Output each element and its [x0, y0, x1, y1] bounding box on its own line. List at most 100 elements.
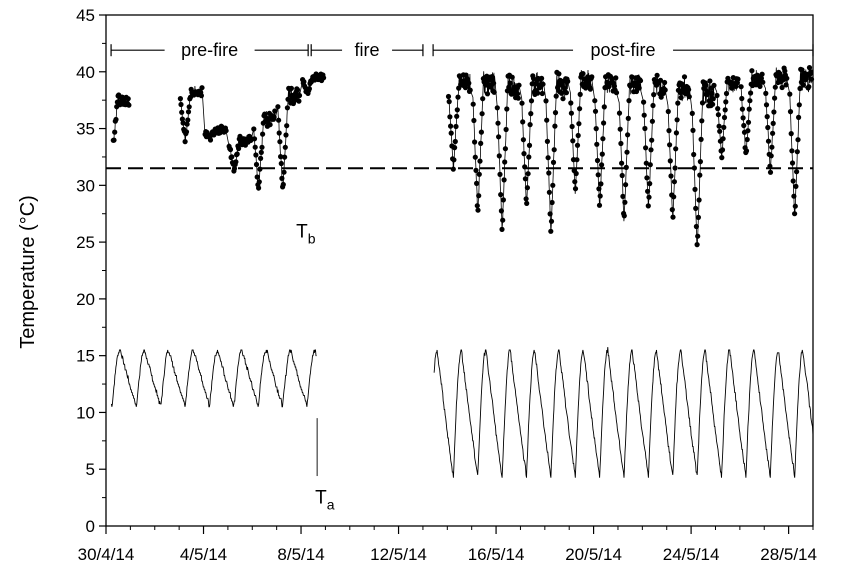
tb-point: [749, 68, 755, 74]
tb-point: [501, 177, 507, 183]
tb-point: [574, 157, 580, 163]
tb-point: [502, 146, 508, 152]
x-tick-label: 28/5/14: [760, 545, 817, 564]
tb-point: [177, 96, 183, 102]
tb-point: [697, 172, 703, 178]
tb-point: [789, 148, 795, 154]
y-tick-label: 10: [76, 403, 95, 422]
tb-point: [186, 104, 192, 110]
tb-point: [207, 137, 214, 143]
tb-point: [723, 90, 730, 97]
period-label: pre-fire: [181, 40, 238, 60]
tb-point: [472, 154, 478, 160]
tb-point: [770, 130, 776, 136]
tb-point: [452, 145, 458, 151]
y-tick-label: 15: [76, 347, 95, 366]
tb-point: [796, 114, 802, 120]
tb-point: [494, 105, 500, 111]
tb-point: [792, 203, 798, 209]
tb-point: [223, 128, 229, 134]
tb-point: [643, 145, 649, 151]
tb-point: [497, 171, 503, 177]
tb-point: [260, 131, 266, 137]
tb-point: [794, 149, 800, 155]
tb-point: [767, 169, 774, 175]
tb-point: [466, 80, 472, 86]
tb-point: [252, 144, 258, 150]
tb-point: [477, 158, 483, 164]
tb-point: [528, 111, 534, 117]
tb-point: [621, 213, 627, 219]
tb-point: [478, 129, 484, 135]
tb-point: [480, 96, 486, 102]
tb-point: [618, 140, 624, 147]
tb-point: [772, 95, 778, 101]
tb-point: [522, 176, 529, 182]
tb-point: [515, 91, 521, 97]
tb-point: [280, 181, 286, 188]
tb-point: [709, 90, 715, 96]
tb-point: [763, 90, 769, 96]
tb-point: [703, 82, 709, 88]
tb-point: [782, 68, 788, 74]
tb-point: [698, 136, 704, 142]
tb-point: [789, 160, 796, 166]
tb-point: [251, 136, 258, 142]
tb-point: [764, 114, 770, 120]
tb-point: [570, 138, 576, 144]
tb-point: [296, 98, 302, 104]
tb-point: [544, 138, 551, 144]
tb-point: [636, 85, 642, 91]
tb-point: [699, 100, 706, 106]
tb-point: [649, 137, 655, 143]
tb-point: [678, 95, 684, 101]
tb-point: [577, 91, 583, 97]
tb-point: [179, 116, 185, 122]
tb-point: [666, 128, 672, 134]
tb-point: [808, 69, 814, 75]
tb-point: [478, 140, 484, 146]
tb-point: [784, 75, 790, 81]
tb-point: [276, 117, 282, 123]
tb-point: [546, 170, 552, 176]
tb-point: [600, 136, 606, 142]
tb-point: [650, 102, 656, 109]
tb-point: [671, 179, 678, 185]
tb-point: [740, 115, 746, 121]
tb-point: [696, 197, 702, 203]
tb-point: [550, 182, 556, 188]
tb-point: [544, 117, 550, 123]
tb-point: [284, 105, 290, 111]
tb-point: [594, 157, 601, 164]
tb-point: [788, 131, 794, 137]
tb-point: [797, 85, 803, 92]
tb-point: [619, 172, 625, 179]
tb-point: [593, 126, 599, 132]
tb-point: [452, 138, 458, 145]
tb-point: [496, 134, 502, 140]
tb-point: [665, 108, 671, 115]
tb-point: [735, 76, 741, 82]
tb-point: [231, 165, 238, 172]
tb-point: [479, 111, 485, 117]
tb-point: [576, 121, 582, 127]
tb-point: [470, 101, 476, 107]
tb-point: [672, 165, 678, 171]
tb-point: [503, 126, 509, 133]
x-tick-label: 8/5/14: [277, 545, 324, 564]
tb-point: [674, 117, 680, 123]
tb-point: [670, 214, 676, 220]
tb-point: [500, 197, 506, 203]
tb-point: [691, 151, 697, 158]
tb-point: [739, 106, 746, 112]
tb-point: [575, 132, 581, 139]
tb-point: [662, 79, 668, 86]
tb-point: [710, 101, 716, 107]
tb-point: [185, 117, 191, 123]
tb-point: [744, 136, 750, 143]
tb-point: [596, 202, 603, 208]
tb-point: [808, 76, 815, 82]
tb-point: [550, 159, 557, 165]
tb-point: [765, 138, 772, 144]
tb-point: [569, 123, 575, 130]
